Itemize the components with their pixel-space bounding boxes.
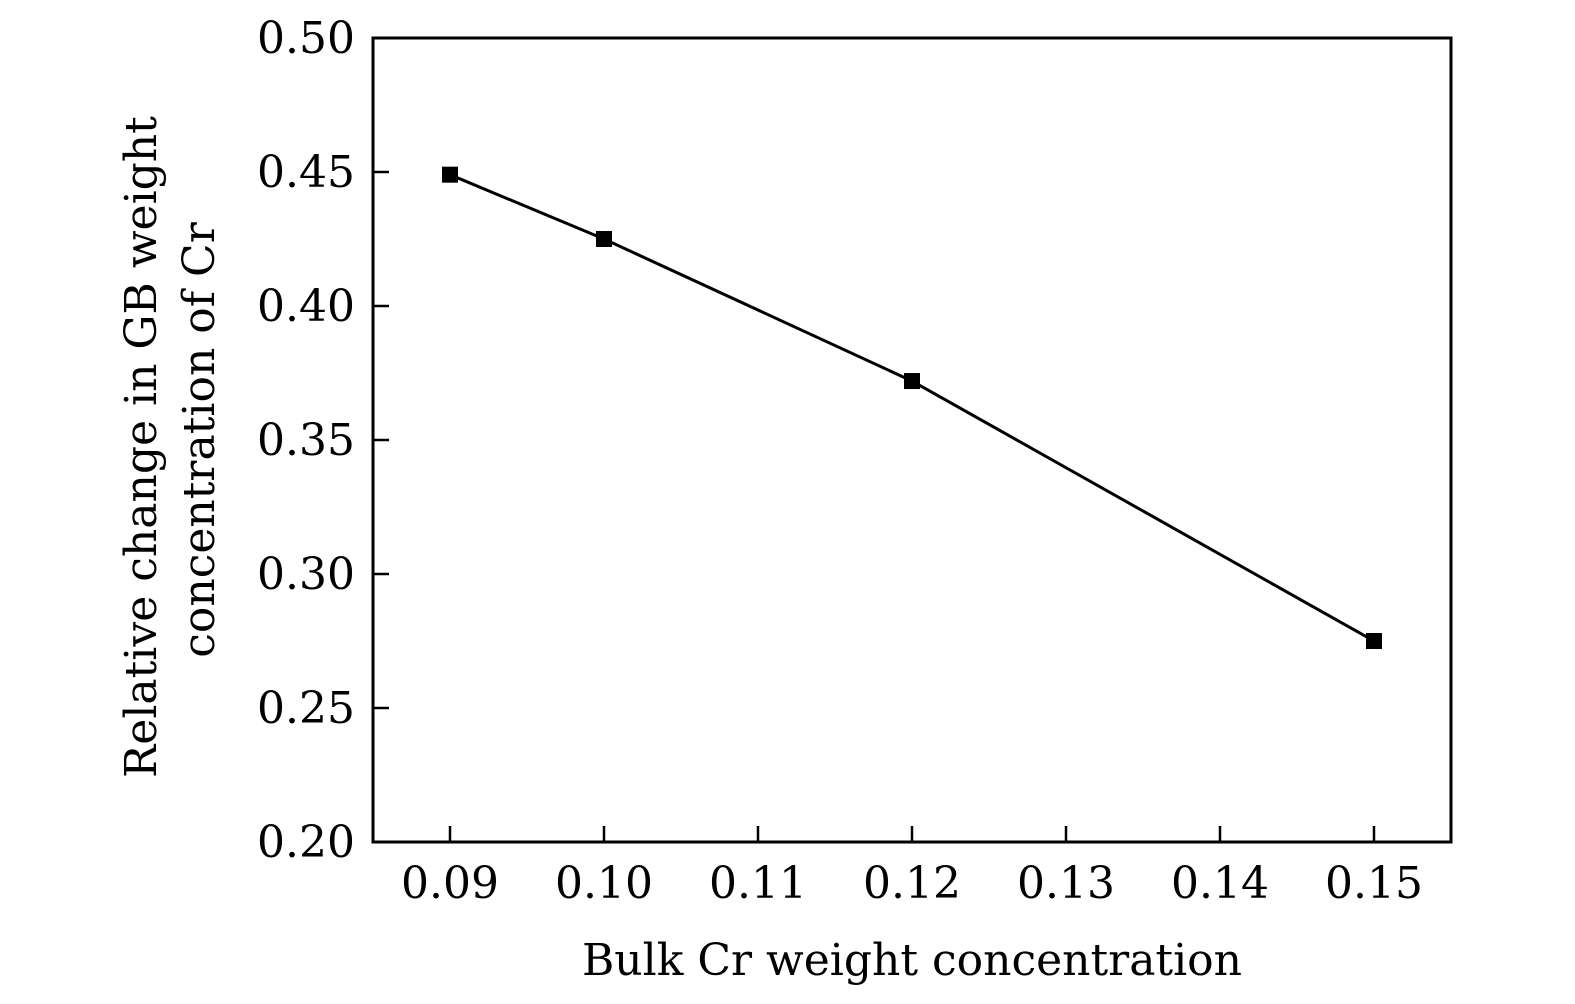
y-tick-label: 0.45 bbox=[257, 147, 355, 198]
x-tick-label: 0.13 bbox=[1017, 858, 1115, 909]
x-tick-label: 0.09 bbox=[401, 858, 499, 909]
series-layer bbox=[442, 166, 1382, 649]
y-tick-label: 0.25 bbox=[257, 683, 355, 734]
data-point bbox=[1366, 633, 1382, 649]
data-point bbox=[596, 231, 612, 247]
plot-frame bbox=[371, 36, 1453, 844]
y-tick-label: 0.20 bbox=[257, 817, 355, 868]
y-tick-label: 0.40 bbox=[257, 281, 355, 332]
y-axis-label-line-1: Relative change in GB weight bbox=[116, 116, 167, 778]
y-tick-label: 0.30 bbox=[257, 549, 355, 600]
data-point bbox=[442, 166, 458, 183]
y-axis-ticks: 0.20 0.25 0.30 0.35 0.40 0.45 0.50 bbox=[257, 13, 389, 868]
series-line bbox=[449, 173, 1375, 643]
x-tick-label: 0.14 bbox=[1171, 858, 1269, 909]
y-axis-label: Relative change in GB weight concentrati… bbox=[116, 102, 225, 778]
x-tick-label: 0.10 bbox=[555, 858, 653, 909]
x-axis-ticks: 0.09 0.10 0.11 0.12 0.13 0.14 0.15 bbox=[401, 826, 1423, 909]
y-tick-label: 0.50 bbox=[257, 13, 355, 64]
x-axis-label: Bulk Cr weight concentration bbox=[582, 935, 1242, 986]
x-tick-label: 0.12 bbox=[863, 858, 961, 909]
data-point bbox=[904, 373, 920, 390]
x-tick-label: 0.11 bbox=[709, 858, 807, 909]
x-tick-label: 0.15 bbox=[1325, 858, 1423, 909]
y-tick-label: 0.35 bbox=[257, 415, 355, 466]
y-axis-label-line-2: concentration of Cr bbox=[174, 221, 225, 657]
